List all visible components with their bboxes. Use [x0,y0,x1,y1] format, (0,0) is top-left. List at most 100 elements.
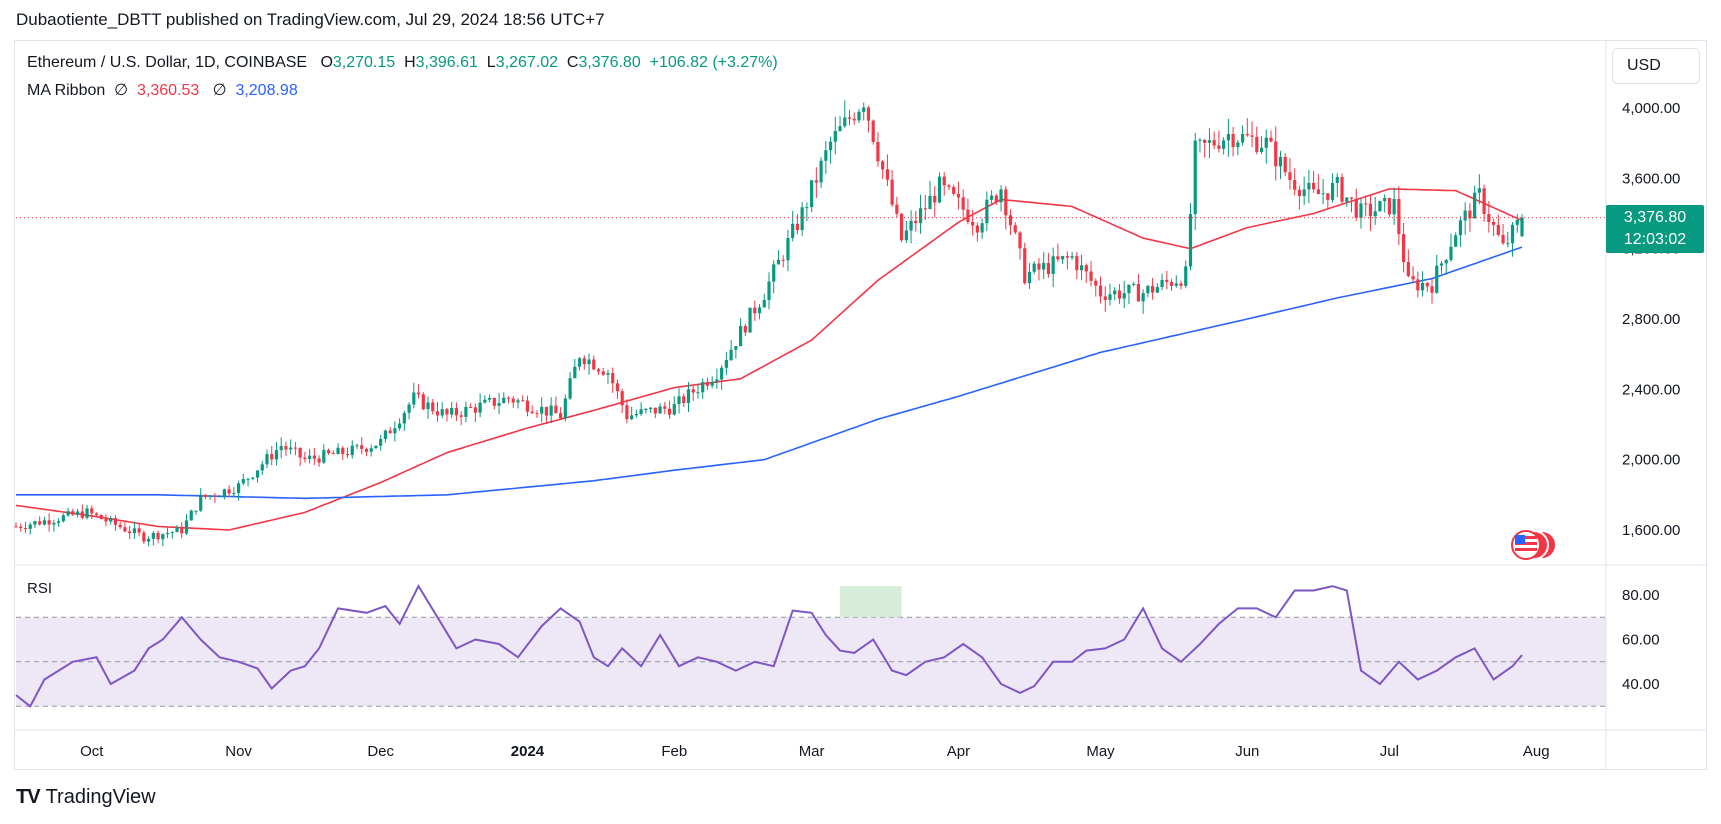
candle-body [1151,286,1155,293]
candle-body [317,458,321,463]
candle-body [663,406,667,409]
close-label: C [566,54,579,71]
rsi-overbought-fill [840,586,902,618]
candle-body [236,483,241,494]
candle-body [322,450,326,463]
candle-body [80,511,84,518]
candle-body [625,405,629,420]
candle-body [1217,145,1221,149]
candle-body [658,406,662,414]
ma-label[interactable]: MA Ribbon [27,82,106,99]
candle-body [85,508,89,518]
candle-body [90,508,94,514]
candle-body [1070,256,1074,258]
rsi-tick-label: 40.00 [1622,676,1660,693]
candle-body [843,117,847,127]
symbol-legend: Ethereum / U.S. Dollar, 1D, COINBASE O3,… [27,54,778,72]
candle-body [1515,219,1519,225]
candle-body [705,382,710,386]
rsi-label[interactable]: RSI [27,580,53,597]
brand-name: TradingView [45,786,156,808]
candle-body [483,399,487,403]
low-label: L [486,54,496,71]
candle-body [364,448,369,452]
currency-button[interactable]: USD [1612,48,1700,84]
time-tick-label: Mar [799,743,825,760]
candle-body [918,208,923,224]
candle-body [1468,210,1472,219]
candle-body [696,392,700,394]
candle-body [1435,265,1439,293]
candle-body [729,349,733,361]
candle-body [1520,217,1524,237]
candle-body [563,398,567,419]
candle-body [222,489,226,497]
candle-body [218,496,222,498]
symbol-title[interactable]: Ethereum / U.S. Dollar, 1D, COINBASE [27,54,308,71]
candle-body [1349,197,1354,199]
candle-body [1359,203,1363,218]
candle-body [881,161,885,170]
candle-body [1132,284,1136,286]
candle-body [824,150,828,161]
candle-body [473,407,477,413]
candle-body [530,411,534,414]
rsi-tick-label: 60.00 [1622,632,1660,649]
candle-body [1056,256,1060,260]
candle-body [61,515,65,522]
candle-body [416,392,421,395]
candle-body [601,371,605,375]
candle-body [904,230,908,241]
ma-layer [15,188,1523,531]
price-tick-label: 4,000.00 [1622,100,1680,117]
candle-body [639,409,643,414]
candle-body [393,428,397,434]
candle-body [1402,234,1406,263]
candle-body [615,383,620,392]
rsi-line [15,584,1523,708]
candle-body [1013,225,1017,233]
candle-body [1510,224,1515,244]
candle-body [38,521,42,525]
candle-body [511,398,515,403]
candle-body [1222,140,1226,149]
flag-icon[interactable] [1506,528,1556,562]
candle-body [1127,284,1131,294]
footer-brand[interactable]: TV TradingView [16,786,156,809]
candle-body [994,195,998,203]
candle-body [1046,262,1051,274]
candle-body [1411,276,1415,280]
candle-body [1165,279,1169,283]
ma-slow-value: 3,208.98 [235,82,298,99]
tradingview-logo-icon: TV [16,786,41,808]
candle-body [1240,133,1245,143]
candle-body [1193,140,1197,215]
candle-body [961,197,965,210]
candle-body [142,532,146,542]
candle-body [634,413,638,416]
candle-body [241,479,245,484]
high-value: 3,396.61 [415,54,478,71]
candle-body [137,528,141,533]
candle-body [1042,262,1046,270]
high-label: H [404,54,416,71]
candle-body [748,307,752,333]
candle-body [928,195,932,210]
candle-body [1032,263,1036,272]
candle-body [1496,224,1500,235]
candle-body [1008,215,1013,226]
candle-body [1255,136,1259,153]
candle-body [620,391,624,406]
candle-body [407,404,411,413]
candle-body [118,524,122,528]
candle-body [1155,286,1159,293]
candle-body [923,208,927,210]
candle-body [757,307,762,314]
candle-body [1378,201,1382,212]
candle-body [1079,265,1084,271]
time-tick-label: Nov [225,743,252,760]
candle-body [94,513,99,515]
candle-body [246,478,250,480]
open-value: 3,270.15 [332,54,396,71]
